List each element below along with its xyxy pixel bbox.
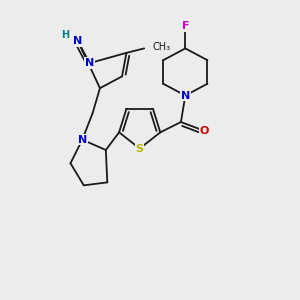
Text: H: H [61, 30, 70, 40]
Text: N: N [181, 91, 190, 100]
Text: O: O [200, 126, 209, 136]
Text: N: N [78, 135, 87, 145]
Text: N: N [85, 58, 94, 68]
Text: CH₃: CH₃ [152, 42, 170, 52]
Text: F: F [182, 21, 189, 31]
Text: S: S [136, 143, 144, 154]
Text: N: N [73, 36, 83, 46]
